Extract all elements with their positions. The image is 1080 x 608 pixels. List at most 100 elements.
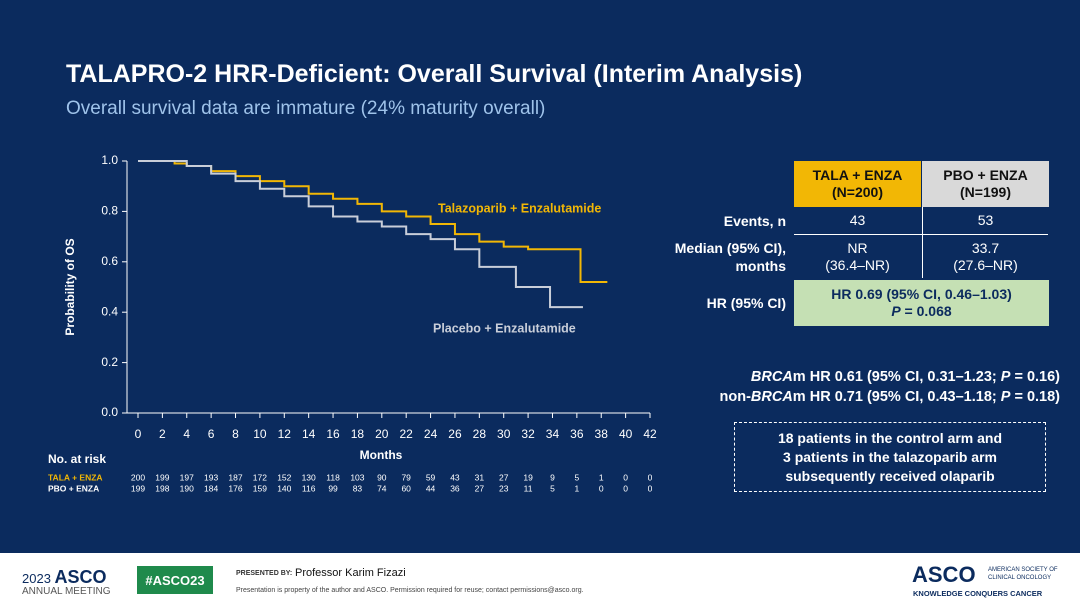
cell-line: 33.7 [971, 239, 1000, 256]
risk-title: No. at risk [48, 452, 106, 466]
risk-value: 200 [131, 472, 145, 482]
note-text: = 0.18) [1010, 389, 1060, 405]
risk-value: 0 [648, 472, 653, 482]
series-label: Placebo + Enzalutamide [433, 321, 576, 335]
note-text: P [1000, 369, 1011, 385]
risk-value: 0 [599, 483, 604, 493]
row-label-line: Median (95% CI), [674, 239, 786, 256]
x-tick-label: 2 [159, 427, 166, 441]
row-label: HR (95% CI) [640, 280, 786, 326]
header-line: TALA + ENZA [812, 167, 903, 183]
x-tick-label: 22 [400, 427, 414, 441]
risk-value: 59 [426, 472, 436, 482]
hr-line: HR 0.69 (95% CI, 0.46–1.03) [831, 286, 1012, 303]
risk-value: 187 [228, 472, 242, 482]
x-tick-label: 30 [497, 427, 511, 441]
header-line: (N=199) [960, 184, 1011, 200]
note-text: BRCA [750, 369, 793, 385]
table-cell: 43 [794, 207, 921, 234]
column-header: PBO + ENZA (N=199) [922, 161, 1049, 207]
presented-by: PRESENTED BY: [236, 570, 293, 577]
cell-line: (27.6–NR) [953, 256, 1018, 273]
risk-value: 11 [524, 483, 533, 493]
risk-value: 193 [204, 472, 218, 482]
row-label: Events, n [640, 207, 786, 234]
risk-value: 27 [475, 483, 485, 493]
risk-value: 74 [377, 483, 387, 493]
x-tick-label: 32 [521, 427, 535, 441]
logo-text: AMERICAN SOCIETY OF CLINICAL ONCOLOGY [988, 566, 1058, 582]
y-tick-label: 0.0 [101, 405, 118, 419]
summary-table: TALA + ENZA (N=200) PBO + ENZA (N=199) Event… [640, 161, 1049, 326]
note-text: m HR 0.61 (95% CI, 0.31–1.23; [792, 369, 1001, 385]
meeting-year: 2023 [22, 571, 51, 586]
row-label: Median (95% CI), months [640, 234, 786, 279]
hr-text: = 0.068 [900, 303, 952, 319]
meeting-name: ANNUAL MEETING [22, 586, 111, 597]
column-header: TALA + ENZA (N=200) [794, 161, 921, 207]
x-tick-label: 8 [232, 427, 239, 441]
risk-value: 23 [499, 483, 509, 493]
table-line [922, 207, 923, 278]
x-tick-label: 36 [570, 427, 584, 441]
title: TALAPRO-2 HRR-Deficient: Overall Surviva… [66, 60, 803, 88]
x-tick-label: 6 [208, 427, 215, 441]
risk-value: 1 [574, 483, 579, 493]
callout-line: 3 patients in the talazoparib arm [783, 448, 997, 465]
footer: 2023 ASCO ANNUAL MEETING #ASCO23 PRESENT… [0, 553, 1080, 608]
cell-line: 53 [977, 212, 994, 228]
y-tick-label: 0.6 [101, 254, 118, 268]
cell-line: NR [847, 239, 868, 256]
x-tick-label: 24 [424, 427, 438, 441]
risk-value: 31 [475, 472, 485, 482]
risk-value: 5 [574, 472, 579, 482]
logo-line: CLINICAL ONCOLOGY [988, 575, 1052, 581]
risk-value: 197 [180, 472, 194, 482]
survival-curve [138, 160, 583, 309]
cell-line: 43 [849, 212, 866, 228]
x-tick-label: 42 [643, 427, 657, 441]
cell-line: (36.4–NR) [825, 256, 890, 273]
risk-value: 99 [328, 483, 338, 493]
y-tick-label: 0.8 [101, 204, 118, 218]
x-tick-label: 4 [183, 427, 190, 441]
chart: 0.00.20.40.60.81.00 2 4 6 8 10 12 14 16 18 20 22 24 2… [48, 153, 657, 493]
x-tick-label: 34 [546, 427, 560, 441]
note-text: m HR 0.71 (95% CI, 0.43–1.18; [792, 389, 1001, 405]
risk-value: 60 [401, 483, 411, 493]
x-axis-label: Months [360, 448, 403, 462]
risk-value: 83 [353, 483, 363, 493]
risk-value: 9 [550, 472, 555, 482]
risk-value: 103 [350, 472, 364, 482]
y-tick-label: 0.4 [101, 304, 118, 318]
x-tick-label: 28 [473, 427, 487, 441]
risk-value: 152 [277, 472, 291, 482]
risk-value: 44 [426, 483, 436, 493]
note-text: non- [719, 389, 751, 405]
header-line: (N=200) [832, 184, 883, 200]
table-cell: 53 [922, 207, 1049, 234]
risk-value: 79 [401, 472, 411, 482]
hr-text: P [891, 303, 901, 319]
row-label-line: months [735, 257, 786, 274]
series-label: Talazoparib + Enzalutamide [438, 201, 601, 215]
x-tick-label: 38 [595, 427, 609, 441]
logo: ASCO [912, 562, 976, 587]
risk-value: 199 [155, 472, 169, 482]
table-cell: 33.7 (27.6–NR) [922, 234, 1049, 279]
risk-value: 140 [277, 483, 291, 493]
risk-value: 172 [253, 472, 267, 482]
x-tick-label: 10 [253, 427, 267, 441]
x-tick-label: 14 [302, 427, 316, 441]
x-tick-label: 18 [351, 427, 365, 441]
risk-value: 199 [131, 483, 145, 493]
risk-value: 198 [155, 483, 169, 493]
disclaimer: Presentation is property of the author a… [236, 587, 584, 594]
risk-value: 116 [302, 483, 316, 493]
callout-line: 18 patients in the control arm and [777, 429, 1003, 446]
y-axis-label: Probability of OS [63, 238, 77, 335]
note-line: BRCAm HR 0.61 (95% CI, 0.31–1.23; P = 0.… [600, 367, 1060, 387]
hashtag: #ASCO23 [137, 566, 213, 594]
callout-line: subsequently received olaparib [785, 467, 995, 484]
meeting-logo: 2023 ASCO ANNUAL MEETING [22, 567, 111, 597]
